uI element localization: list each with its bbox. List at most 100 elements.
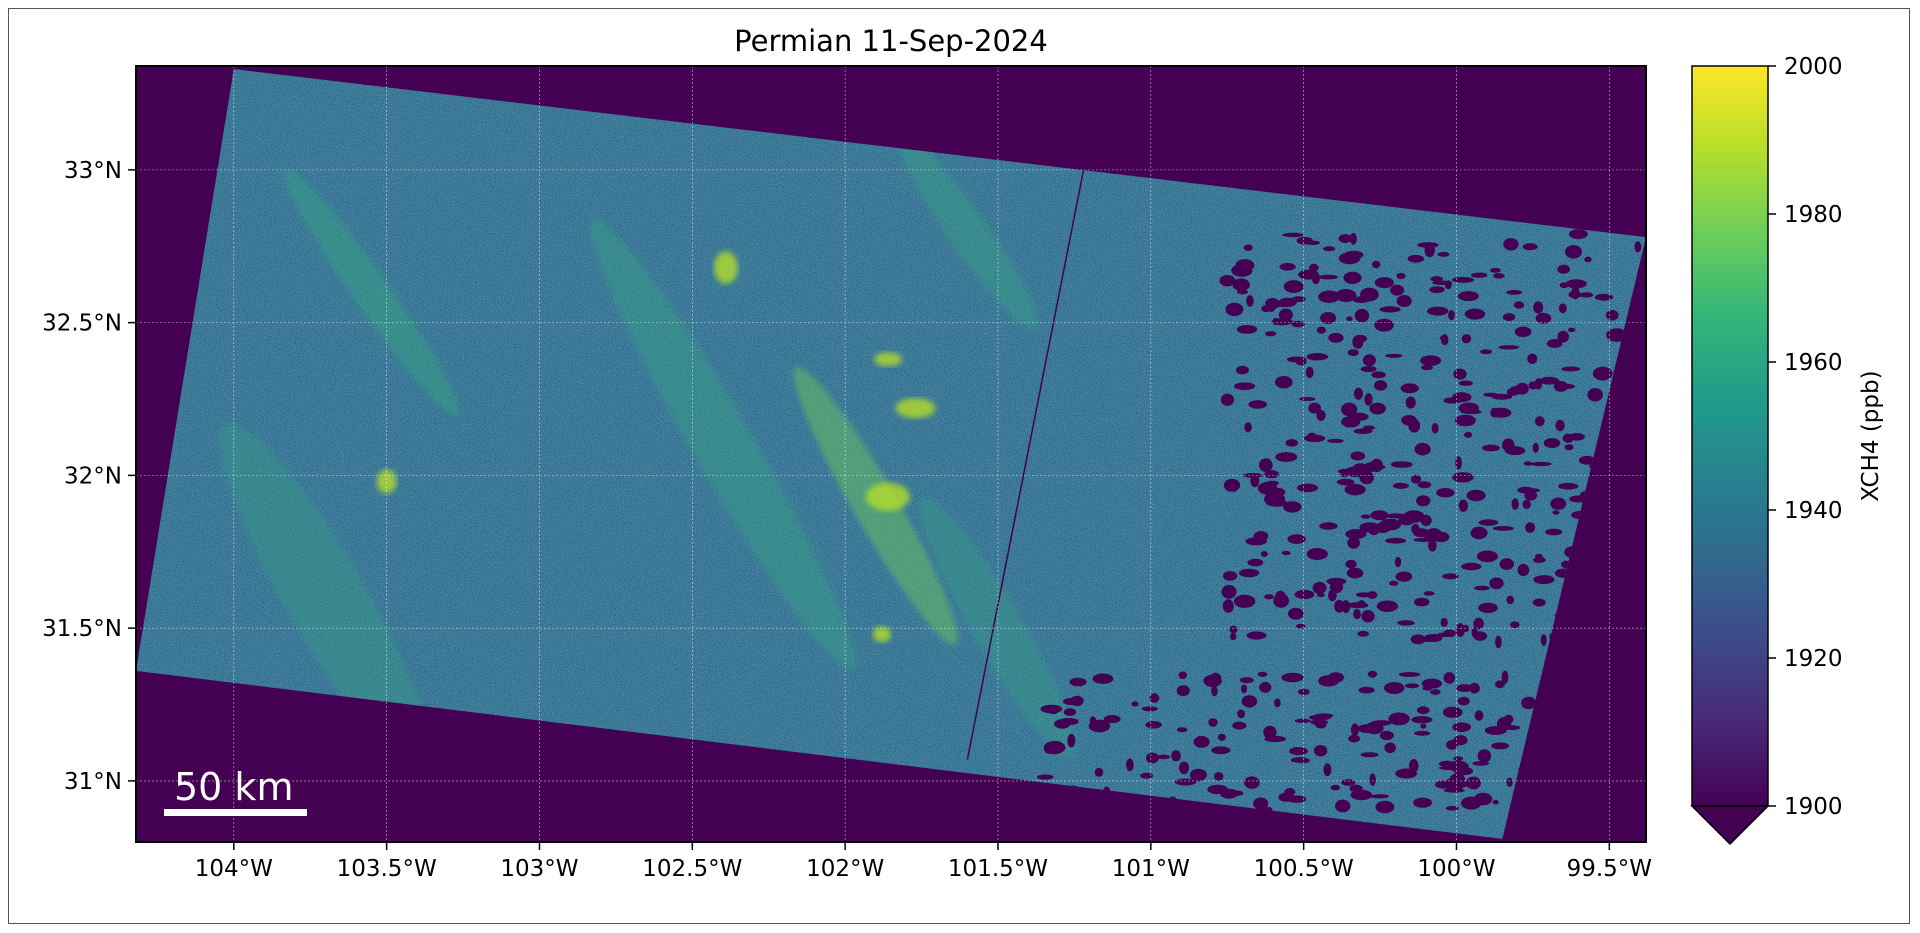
cloud-gap xyxy=(1385,537,1407,544)
cloud-gap xyxy=(1579,292,1594,298)
cloud-gap xyxy=(1341,402,1358,417)
cloud-gap xyxy=(1350,789,1373,801)
enhancement-plume xyxy=(590,219,856,671)
cloud-gap xyxy=(1338,234,1352,243)
cloud-gap xyxy=(1305,240,1320,245)
cloud-gap xyxy=(1281,550,1291,556)
map-border xyxy=(135,65,1647,843)
cloud-gap xyxy=(1296,758,1310,764)
colorbar: 2000 1980 1960 1940 1920 1900 XCH4 (ppb) xyxy=(1690,54,1884,846)
cloud-gap xyxy=(1352,335,1364,349)
cloud-gap xyxy=(1414,597,1430,607)
cloud-gap xyxy=(1244,422,1252,433)
figure-frame xyxy=(8,8,1910,924)
cloud-gap xyxy=(1347,349,1359,357)
colorbar-tick-label: 1940 xyxy=(1784,498,1843,524)
cloud-gap xyxy=(1384,742,1396,754)
cloud-gap xyxy=(1385,513,1407,519)
cloud-gap xyxy=(1360,366,1377,373)
cloud-gap xyxy=(1208,718,1218,727)
cloud-gap xyxy=(1289,747,1308,756)
cloud-gap xyxy=(1448,310,1455,321)
cloud-gap xyxy=(1370,510,1389,521)
cloud-gap xyxy=(1578,455,1596,465)
enhancement-plume xyxy=(219,423,432,772)
latitude-ticks: 33°N 32.5°N 32°N 31.5°N 31°N xyxy=(42,158,136,795)
cloud-gap xyxy=(1308,402,1322,414)
cloud-gap xyxy=(1506,595,1514,605)
cloud-gap xyxy=(1350,451,1366,461)
cloud-gap xyxy=(1328,332,1344,343)
swath-features xyxy=(219,132,1646,816)
cloud-gap xyxy=(1229,625,1238,634)
cloud-gap xyxy=(1437,251,1450,257)
cloud-gap xyxy=(1362,425,1375,431)
scale-bar-label: 50 km xyxy=(174,765,293,809)
cloud-gap xyxy=(1282,232,1304,238)
cloud-gap xyxy=(1605,310,1619,321)
cloud-gap xyxy=(1358,686,1375,694)
cloud-gap xyxy=(1444,280,1452,290)
cloud-gap xyxy=(1178,671,1188,680)
cloud-gap xyxy=(1473,792,1493,806)
lat-tick-label: 32.5°N xyxy=(42,311,122,337)
scale-bar-line xyxy=(164,809,307,816)
cloud-gap xyxy=(1534,553,1543,559)
cloud-gap xyxy=(1156,754,1171,760)
cloud-gap xyxy=(1532,598,1546,607)
cloud-gap xyxy=(1528,381,1538,390)
cloud-gap xyxy=(1562,433,1574,443)
cloud-gap xyxy=(1571,286,1580,300)
cloud-gap xyxy=(1510,621,1520,629)
cloud-gap xyxy=(1219,275,1236,287)
cloud-gap xyxy=(1250,474,1260,488)
cloud-gap xyxy=(1067,733,1076,748)
cloud-gap xyxy=(1417,637,1438,642)
cloud-gap xyxy=(1248,400,1267,409)
cloud-gap xyxy=(1469,682,1480,694)
cloud-gap xyxy=(1318,675,1339,687)
cloud-gap xyxy=(1565,245,1582,259)
cloud-gap xyxy=(1350,723,1360,736)
cloud-gap xyxy=(1564,444,1574,451)
cloud-gap xyxy=(1309,263,1319,272)
cloud-gap xyxy=(1346,316,1353,322)
cloud-gap xyxy=(1396,272,1406,280)
cloud-gap xyxy=(1260,551,1268,557)
cloud-gap xyxy=(1340,472,1349,478)
cloud-gap xyxy=(1275,452,1298,462)
cloud-gap xyxy=(1253,797,1269,810)
cloud-gap xyxy=(1414,442,1431,456)
cloud-gap xyxy=(1533,575,1555,585)
cloud-gap xyxy=(1533,556,1546,564)
cloud-gap xyxy=(1443,672,1456,684)
lon-tick-label: 100.5°W xyxy=(1254,856,1354,882)
cloud-gap xyxy=(1509,385,1525,395)
cloud-gap xyxy=(1278,300,1290,305)
cloud-gap xyxy=(1240,684,1248,694)
cloud-gap xyxy=(1264,594,1274,600)
hotspot xyxy=(873,352,902,367)
cloud-gap xyxy=(1234,382,1256,391)
cloud-gap xyxy=(1431,423,1439,434)
cloud-gap xyxy=(1502,313,1516,322)
lon-tick-label: 100°W xyxy=(1417,856,1495,882)
cloud-gap xyxy=(1309,714,1331,721)
cloud-gap xyxy=(1495,680,1505,689)
cloud-gap xyxy=(1310,719,1329,725)
cloud-gap xyxy=(1455,414,1476,427)
cloud-gap xyxy=(1587,388,1603,402)
cloud-gap xyxy=(1429,286,1445,294)
cloud-gap xyxy=(1174,778,1197,786)
cloud-gap xyxy=(1353,608,1361,620)
lon-tick-label: 104°W xyxy=(195,856,273,882)
cloud-gap xyxy=(1179,761,1189,775)
cloud-gap xyxy=(1357,630,1369,637)
cloud-gap xyxy=(1303,434,1326,442)
cloud-gap xyxy=(1461,334,1472,344)
cloud-gap xyxy=(1347,536,1360,549)
cloud-gap xyxy=(1452,722,1471,732)
cloud-gap xyxy=(1330,784,1341,791)
cloud-gap xyxy=(1283,280,1304,293)
cloud-gap xyxy=(1359,470,1374,485)
